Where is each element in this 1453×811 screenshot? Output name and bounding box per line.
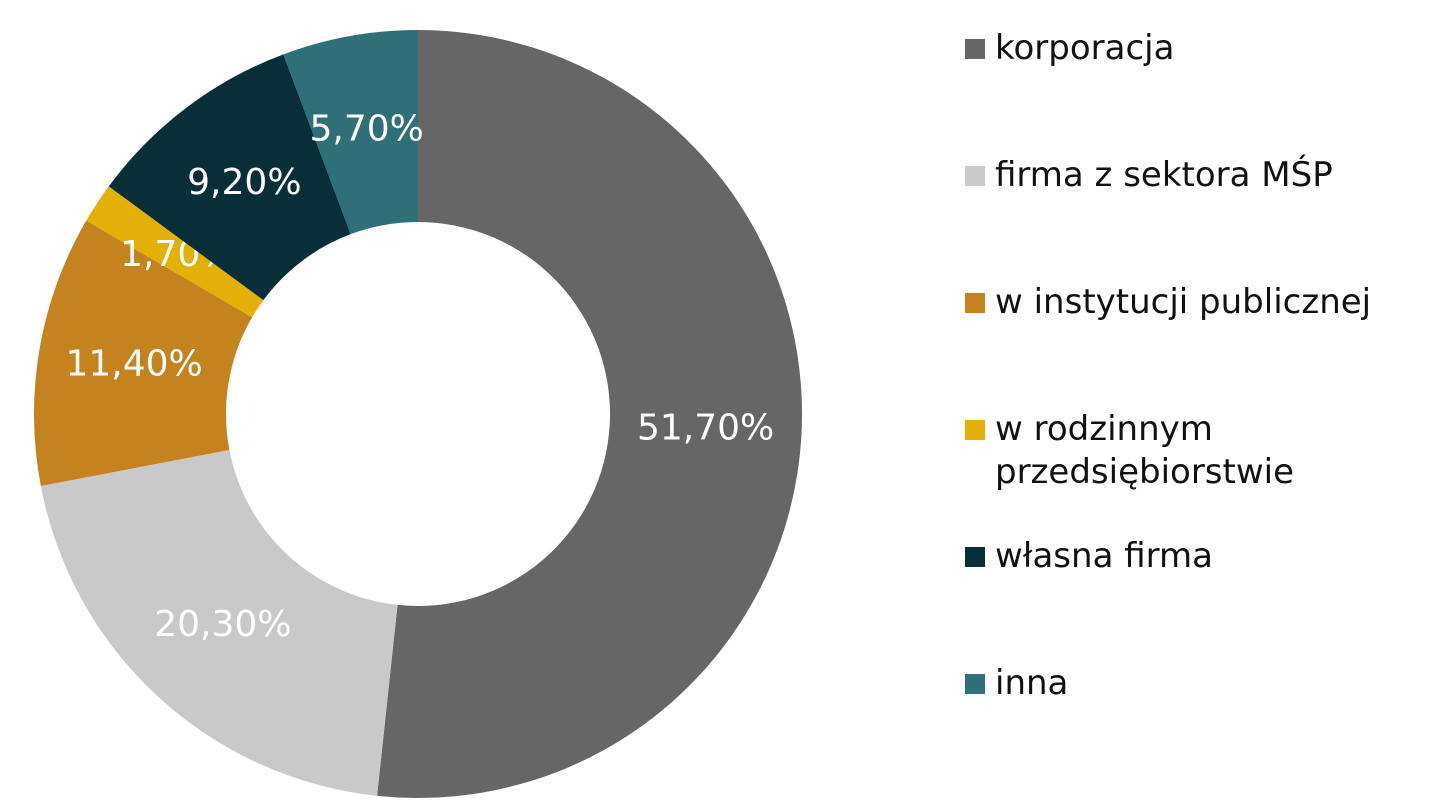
legend-label: w instytucji publicznej	[995, 282, 1372, 322]
legend-swatch	[965, 166, 985, 186]
value-label: 11,40%	[65, 343, 202, 384]
legend-item: własna firma	[965, 535, 1435, 578]
value-label: 20,30%	[154, 604, 291, 645]
wedge	[108, 54, 351, 301]
legend-item: w rodzinnym przedsiębiorstwie	[965, 408, 1435, 494]
value-label: 51,70%	[637, 407, 774, 448]
legend-swatch	[965, 547, 985, 567]
legend-swatch	[965, 293, 985, 313]
legend-item: firma z sektora MŚP	[965, 154, 1435, 197]
wedge	[377, 30, 802, 798]
legend-swatch	[965, 674, 985, 694]
legend-label: w rodzinnym przedsiębiorstwie	[995, 409, 1295, 492]
wedge	[86, 186, 264, 318]
legend-label: własna firma	[995, 536, 1213, 576]
legend-item: inna	[965, 662, 1435, 705]
legend-swatch	[965, 420, 985, 440]
legend-item: w instytucji publicznej	[965, 281, 1435, 324]
legend-item: korporacja	[965, 27, 1435, 70]
wedge	[33, 220, 253, 486]
legend-swatch	[965, 39, 985, 59]
chart: 51,70%20,30%11,40%1,70%9,20%5,70%	[33, 30, 802, 798]
wedge	[283, 30, 418, 235]
legend-label: korporacja	[995, 28, 1175, 68]
legend-label: firma z sektora MŚP	[995, 155, 1333, 195]
value-label: 5,70%	[310, 109, 424, 150]
value-label: 9,20%	[187, 162, 301, 203]
legend-label: inna	[995, 663, 1069, 703]
wedge	[40, 449, 398, 796]
